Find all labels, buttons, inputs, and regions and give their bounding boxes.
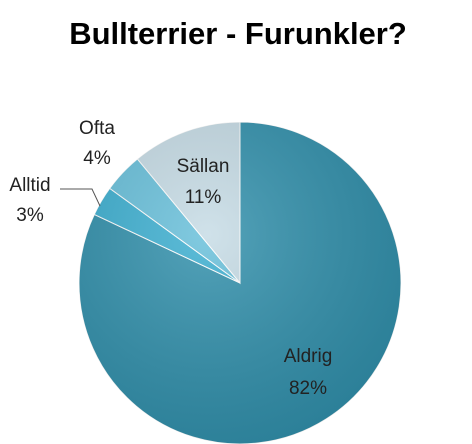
chart-title: Bullterrier - Furunkler? xyxy=(69,16,407,51)
slice-label: Aldrig xyxy=(284,346,333,367)
slice-label: Ofta xyxy=(79,118,115,139)
slice-value-label: 3% xyxy=(16,205,44,226)
slice-value-label: 11% xyxy=(185,187,222,208)
leader-line xyxy=(60,188,101,207)
slice-label: Alltid xyxy=(9,175,50,196)
slice-value-label: 4% xyxy=(83,148,111,169)
slice-value-label: 82% xyxy=(289,378,327,399)
slice-label: Sällan xyxy=(177,156,230,177)
